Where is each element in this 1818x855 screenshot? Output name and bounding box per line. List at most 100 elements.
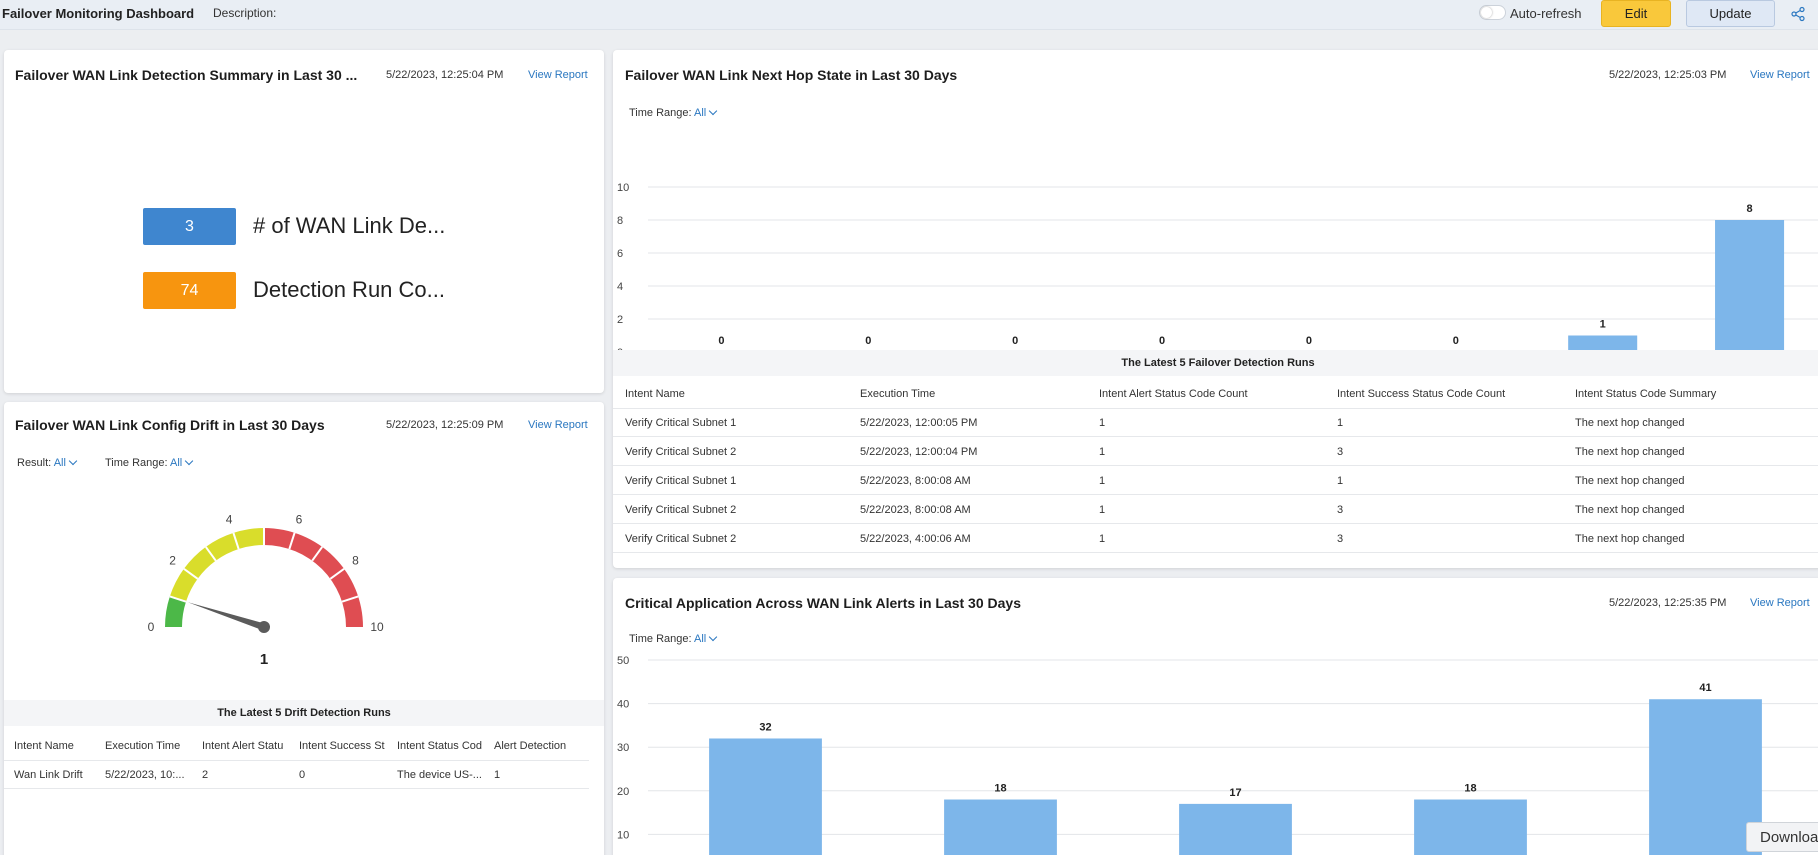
table-cell[interactable]: 1 [1099,417,1106,429]
nexthop-panel: Failover WAN Link Next Hop State in Last… [613,50,1818,568]
table-cell[interactable]: 3 [1337,533,1344,545]
table-cell[interactable]: The next hop changed [1575,533,1685,545]
auto-refresh-label: Auto-refresh [1510,6,1582,21]
auto-refresh-toggle[interactable] [1479,5,1506,20]
table-cell[interactable]: 1 [1337,475,1344,487]
table-column-header[interactable]: Intent Name [625,388,685,400]
drift-time-range-value: All [170,457,183,469]
alerts-chart-bar[interactable] [1649,699,1762,855]
drift-view-report-link[interactable]: View Report [528,419,588,431]
summary-panel-title: Failover WAN Link Detection Summary in L… [15,67,358,83]
table-column-header[interactable]: Execution Time [860,388,936,400]
gauge-band [169,528,264,602]
table-cell[interactable]: 1 [1337,417,1344,429]
nexthop-chart-data-label: 0 [865,335,871,347]
table-cell[interactable]: Verify Critical Subnet 1 [625,417,737,429]
table-cell: 1 [494,769,501,781]
alerts-time-range-filter[interactable]: Time Range: All [629,632,718,645]
nexthop-chart-data-label: 0 [1159,335,1165,347]
table-row-divider [613,436,1818,437]
alerts-chart-bar[interactable] [1414,799,1527,855]
alerts-bar-chart: 10 20 30 40 50 32 18 17 18 41 [617,655,1818,855]
config-drift-gauge: 0 2 4 6 8 10 1 [148,513,384,668]
alerts-chart-data-label: 18 [994,783,1006,795]
alerts-chart-y-tick: 10 [617,829,629,841]
table-cell: 5/22/2023, 4:00:06 AM [860,533,971,545]
table-column-header[interactable]: Intent Status Cod [397,740,482,752]
table-cell[interactable]: 1 [1099,533,1106,545]
table-column-header[interactable]: Intent Success Status Code Count [1337,388,1506,400]
nexthop-view-report-link[interactable]: View Report [1750,69,1810,81]
kpi-detection-run-count[interactable]: 74 [143,272,236,309]
summary-view-report-link[interactable]: View Report [528,69,588,81]
table-cell[interactable]: The next hop changed [1575,417,1685,429]
table-cell[interactable]: Wan Link Drift [14,769,83,781]
gauge-divider [288,532,296,550]
table-cell[interactable]: The next hop changed [1575,446,1685,458]
gauge-divider [329,568,345,580]
table-cell: 5/22/2023, 10:... [105,769,185,781]
table-column-header[interactable]: Alert Detection [494,740,567,752]
table-cell[interactable]: 3 [1337,446,1344,458]
table-column-header[interactable]: Intent Name [14,740,74,752]
gauge-tick-label: 0 [148,620,155,634]
top-bar: Failover Monitoring Dashboard Descriptio… [0,0,1818,30]
gauge-divider [232,532,240,550]
alerts-chart-bar[interactable] [709,738,822,855]
table-cell: 5/22/2023, 8:00:08 AM [860,504,971,516]
alerts-chart-data-label: 32 [759,721,771,733]
drift-time-range-label: Time Range: [105,457,168,469]
alerts-view-report-link[interactable]: View Report [1750,597,1810,609]
table-column-header[interactable]: Intent Alert Status Code Count [1099,388,1248,400]
result-filter[interactable]: Result: All [17,456,78,469]
table-cell[interactable]: 1 [1099,475,1106,487]
table-column-header[interactable]: Intent Success St [299,740,385,752]
drift-table-title: The Latest 5 Drift Detection Runs [4,700,604,726]
download-button[interactable]: Download [1746,822,1818,852]
nexthop-time-range-filter[interactable]: Time Range: All [629,106,718,119]
table-row-divider [613,465,1818,466]
drift-time-range-filter[interactable]: Time Range: All [105,456,194,469]
table-column-header[interactable]: Intent Alert Statu [202,740,284,752]
drift-timestamp: 5/22/2023, 12:25:09 PM [386,419,504,431]
kpi-wan-link-count[interactable]: 3 [143,208,236,245]
table-cell[interactable]: 1 [1099,504,1106,516]
edit-button[interactable]: Edit [1601,0,1671,27]
table-row-divider [4,788,589,789]
table-cell[interactable]: 0 [299,769,306,781]
table-cell[interactable]: Verify Critical Subnet 2 [625,446,737,458]
gauge-needle-hub [258,621,270,633]
table-divider [4,760,589,761]
gauge-tick-label: 2 [169,554,176,568]
alerts-chart-y-tick: 30 [617,742,629,754]
alerts-chart-y-tick: 20 [617,786,629,798]
table-cell[interactable]: 3 [1337,504,1344,516]
table-cell[interactable]: The next hop changed [1575,475,1685,487]
share-icon[interactable] [1790,6,1806,22]
nexthop-table-title: The Latest 5 Failover Detection Runs [613,350,1818,376]
table-cell[interactable]: 2 [202,769,209,781]
drift-panel-title: Failover WAN Link Config Drift in Last 3… [15,417,325,433]
table-cell[interactable]: Verify Critical Subnet 2 [625,504,737,516]
gauge-divider [169,595,187,603]
table-column-header[interactable]: Execution Time [105,740,181,752]
alerts-chart-bar[interactable] [1179,803,1292,855]
table-cell[interactable]: Verify Critical Subnet 1 [625,475,737,487]
alerts-time-range-label: Time Range: [629,633,692,645]
table-cell[interactable]: Verify Critical Subnet 2 [625,533,737,545]
table-cell[interactable]: The device US-... [397,769,482,781]
nexthop-chart-y-tick: 8 [617,215,623,227]
gauge-value-label: 1 [260,651,268,668]
nexthop-chart-y-tick: 4 [617,281,623,293]
alerts-chart-data-label: 41 [1699,682,1711,694]
nexthop-chart-bar[interactable] [1568,335,1638,353]
update-button[interactable]: Update [1686,0,1775,27]
table-cell[interactable]: The next hop changed [1575,504,1685,516]
nexthop-chart-bar[interactable] [1715,220,1785,352]
gauge-divider [183,568,199,580]
table-cell[interactable]: 1 [1099,446,1106,458]
nexthop-time-range-value: All [694,107,707,119]
table-column-header[interactable]: Intent Status Code Summary [1575,388,1717,400]
alerts-chart-y-tick: 50 [617,655,629,667]
alerts-chart-bar[interactable] [944,799,1057,855]
